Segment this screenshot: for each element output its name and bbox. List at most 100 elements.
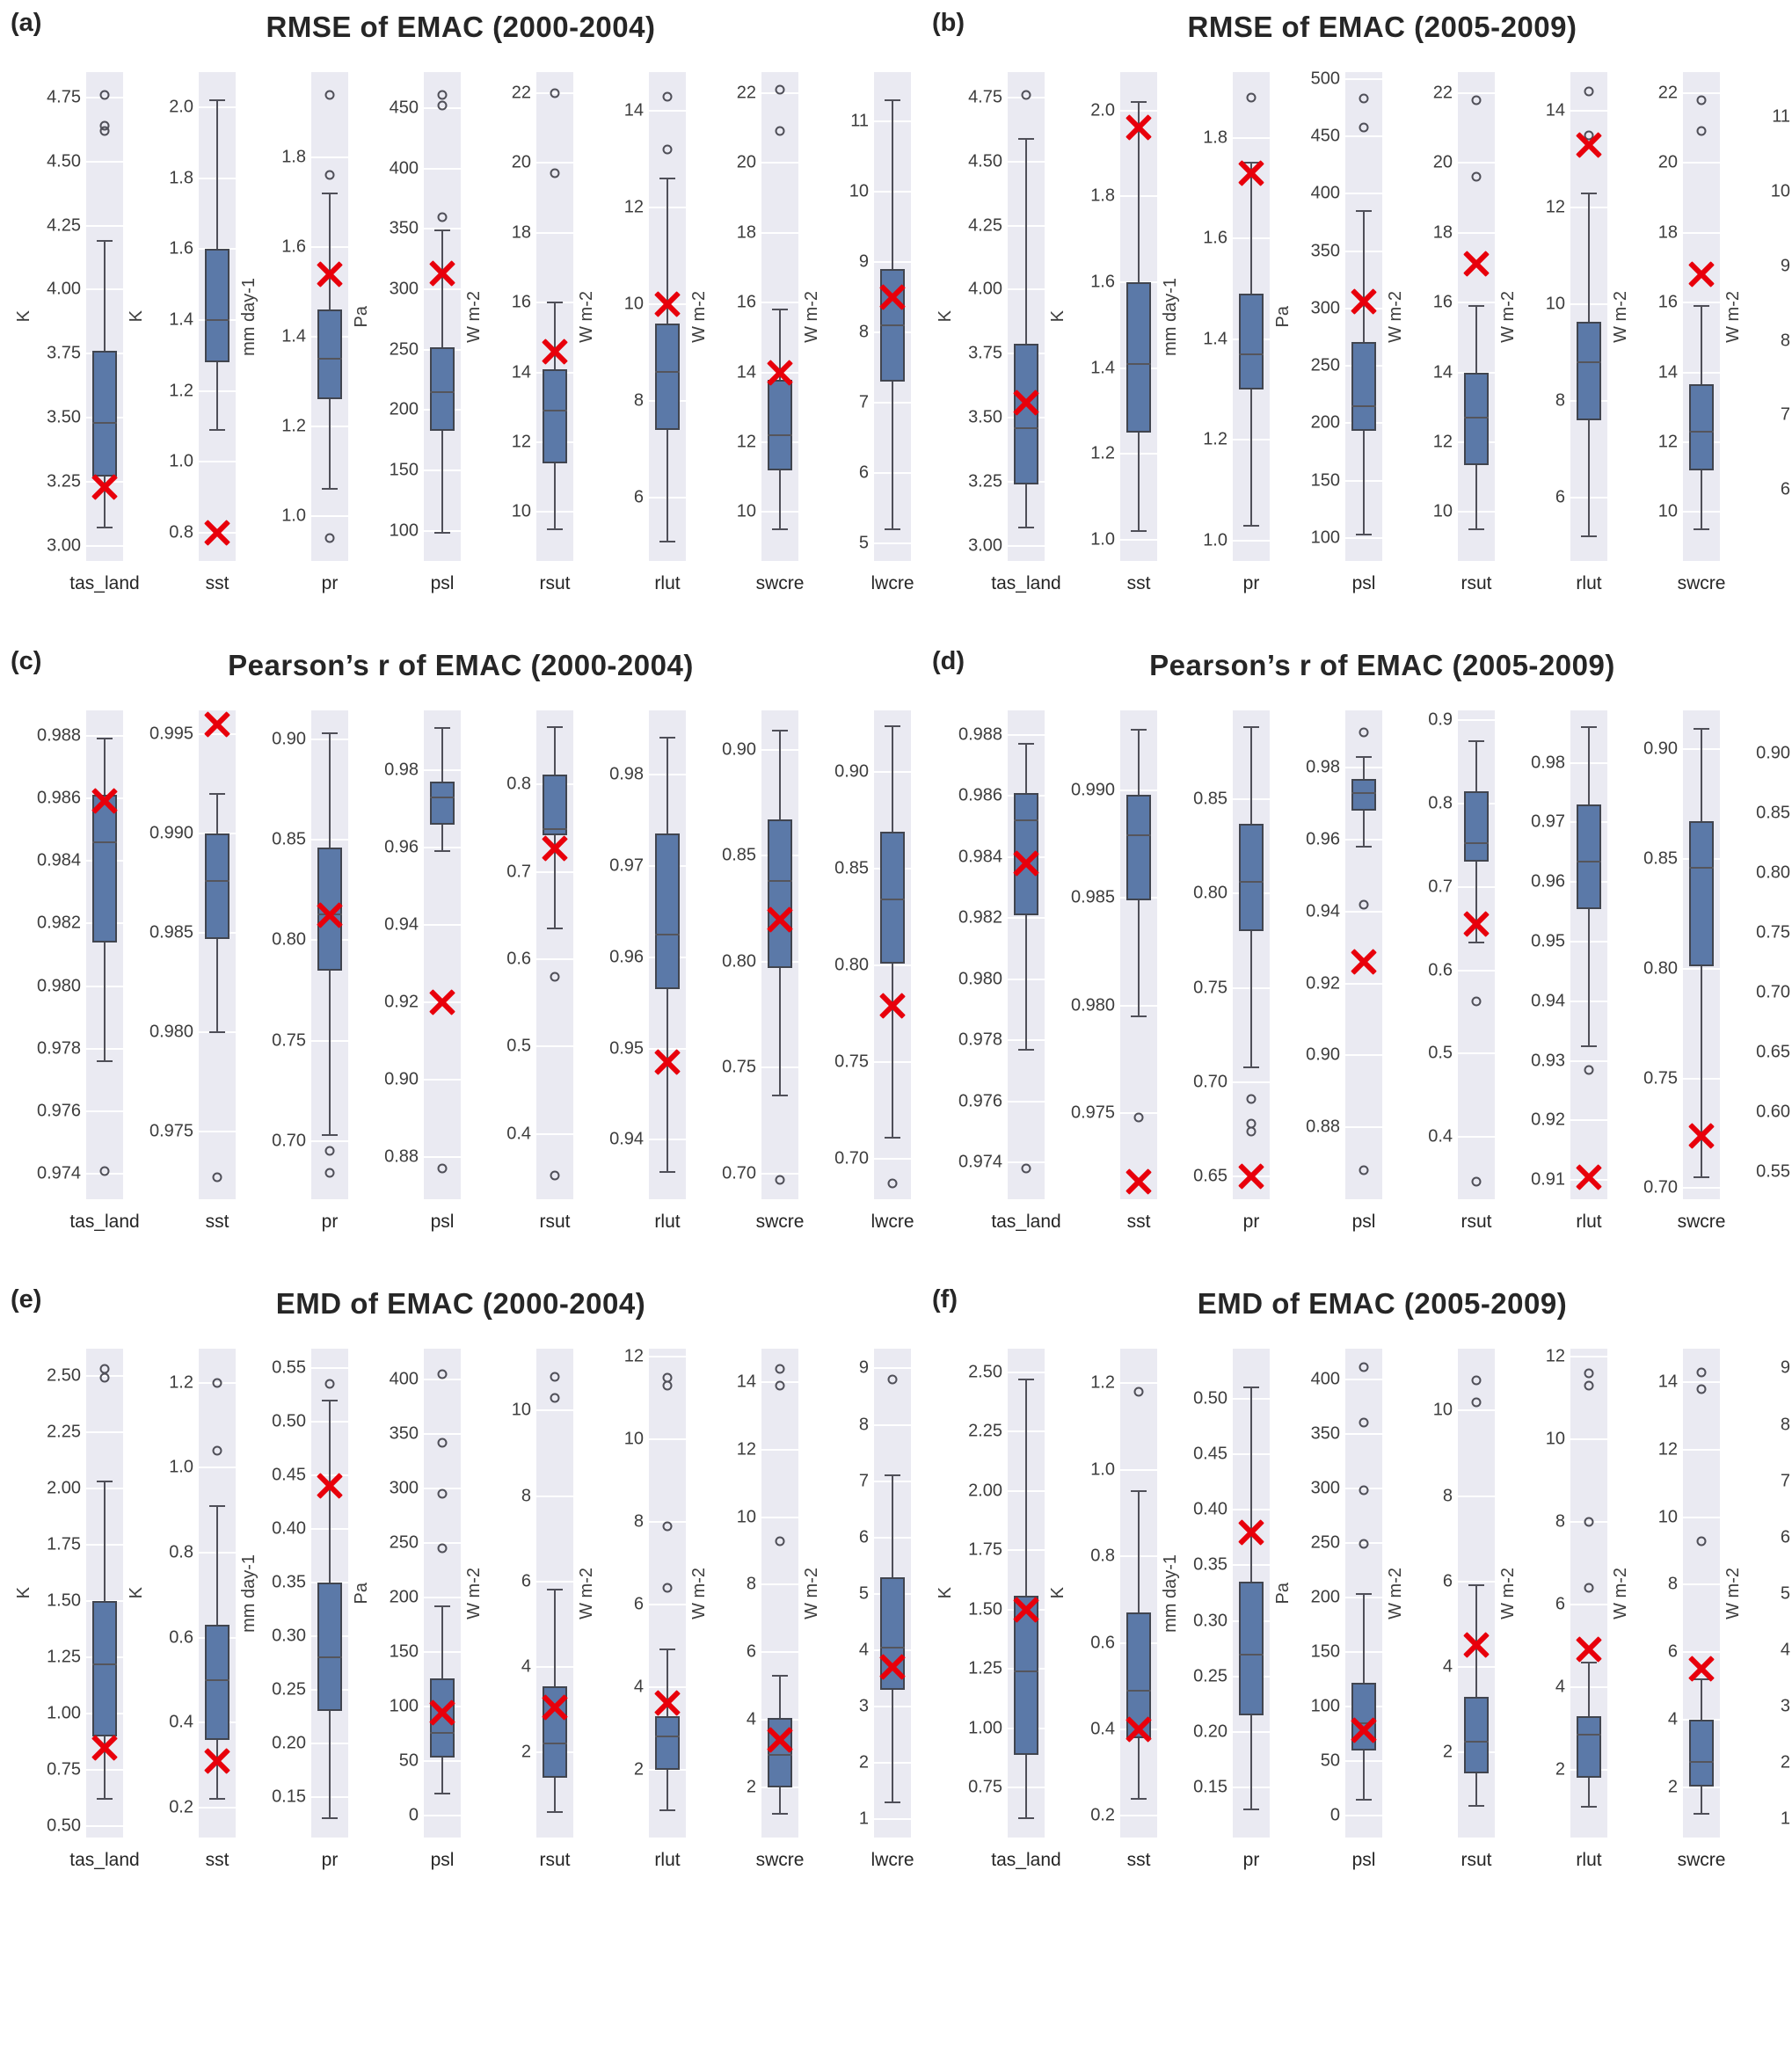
- y-axis-unit-text: K: [1047, 310, 1067, 323]
- y-axis-ticks: 0.75 1.00 1.25 1.50 1.75 2.00 2.25 2.50: [956, 1349, 1008, 1838]
- y-axis-tick-label: 10: [511, 501, 531, 521]
- y-axis-ticks: 0.15 0.20 0.25 0.30 0.35 0.40 0.45 0.50 0.55: [259, 1349, 311, 1838]
- y-axis-tick-label: 2: [633, 1759, 644, 1780]
- x-category-label: tas_land: [991, 573, 1061, 593]
- variable-group-swcre: 0.70 0.75 0.80 0.85 0.90 swcre: [1607, 710, 1725, 1232]
- gridline: [1458, 719, 1496, 722]
- y-axis-unit-label: Pa: [352, 1349, 372, 1838]
- emac-x-marker: [878, 992, 907, 1020]
- y-axis-tick-label: 0.982: [958, 907, 1003, 928]
- y-axis-tick-label: 8: [858, 1415, 869, 1435]
- whisker-cap-top: [1581, 192, 1597, 194]
- y-axis-tick-label: 2.25: [968, 1421, 1002, 1441]
- y-axis-tick-label: 0.98: [1531, 753, 1566, 773]
- y-axis-ticks: 0.975 0.980 0.985 0.990: [1068, 710, 1120, 1199]
- y-axis-tick-label: 0.6: [169, 1627, 193, 1648]
- boxplot-column: tas_land: [69, 72, 140, 593]
- y-axis-unit-text: mm day-1: [1160, 1554, 1180, 1633]
- boxplot-column: swcre: [1678, 1349, 1725, 1870]
- boxplot-strip: [536, 72, 573, 561]
- emac-x-marker: [1237, 159, 1265, 187]
- gridline: [1345, 1054, 1383, 1057]
- emac-x-marker: [1687, 1655, 1716, 1683]
- y-axis-tick-label: 300: [1310, 298, 1340, 318]
- y-axis-ticks: 10 12 14 16 18 20 22: [484, 72, 536, 561]
- outlier-point: [99, 1372, 110, 1383]
- whisker-cap-top: [434, 726, 451, 729]
- y-axis-tick-label: 0.96: [609, 947, 645, 967]
- y-axis-tick-label: 10: [1657, 501, 1678, 521]
- y-axis-tick-label: 0.984: [958, 847, 1003, 867]
- outlier-point: [1471, 95, 1482, 106]
- x-category-label: sst: [1126, 573, 1151, 593]
- y-axis-unit-label: [1723, 710, 1744, 1199]
- boxplot-grid-c: 0.974 0.976 0.978 0.980 0.982 0.984 0.986 0.988…: [9, 710, 914, 1232]
- outlier-point: [775, 84, 785, 95]
- boxplot-strip: [536, 710, 574, 1199]
- y-axis-tick-label: 50: [1320, 1750, 1340, 1771]
- y-axis-tick-label: 250: [389, 339, 419, 360]
- y-axis-tick-label: 4: [633, 1677, 644, 1697]
- y-axis-tick-label: 0.6: [506, 949, 532, 969]
- x-category-label: swcre: [1677, 1850, 1726, 1870]
- whisker-cap-top: [1131, 1490, 1147, 1493]
- median-line: [1014, 426, 1038, 429]
- y-axis-ticks: 10 12 14 16 18 20 22: [710, 72, 761, 561]
- y-axis-unit-text: W m-2: [1723, 1567, 1743, 1619]
- gridline: [86, 224, 123, 227]
- gridline: [1458, 1135, 1496, 1138]
- x-category-label: rlut: [654, 573, 681, 593]
- y-axis-tick-label: 0.92: [1531, 1110, 1566, 1130]
- y-axis-ticks: 0.88 0.90 0.92 0.94 0.96 0.98: [372, 710, 424, 1199]
- panel-title: Pearson’s r of EMAC (2000-2004): [228, 649, 694, 681]
- y-axis-tick-label: 0.85: [834, 858, 870, 878]
- y-axis-tick-label: 0.96: [1306, 829, 1341, 849]
- y-axis-tick-label: 0.85: [272, 829, 307, 849]
- boxplot-strip: [424, 72, 461, 561]
- y-axis-tick-label: 0.20: [272, 1733, 306, 1753]
- y-axis-tick-label: 10: [623, 1429, 644, 1449]
- y-axis-tick-label: 300: [389, 1478, 419, 1498]
- boxplot-strip: [1120, 710, 1158, 1199]
- outlier-point: [1021, 1163, 1031, 1174]
- y-axis-ticks: 1.0 1.2 1.4 1.6 1.8 2.0: [1068, 72, 1120, 561]
- gridline: [1008, 1161, 1045, 1164]
- gridline: [311, 156, 348, 158]
- y-axis-tick-label: 12: [623, 197, 644, 217]
- y-axis-tick-label: 0.60: [1756, 1102, 1791, 1122]
- y-axis-tick-label: 7: [858, 392, 869, 412]
- gridline: [1345, 1432, 1382, 1435]
- y-axis-tick-label: 0.990: [1070, 780, 1116, 800]
- variable-group-tas_land: K 3.00 3.25 3.50 3.75 4.00 4.25 4.50 4.75 tas_lan…: [932, 72, 1061, 593]
- y-axis-tick-label: 1.0: [1090, 1459, 1115, 1480]
- boxplot-strip: [1683, 72, 1720, 561]
- y-axis-tick-label: 0.7: [1428, 877, 1453, 897]
- boxplot-column: pr: [311, 1349, 348, 1870]
- iqr-box: [1351, 341, 1376, 432]
- whisker-cap-top: [1356, 209, 1372, 212]
- y-axis-ticks: 2 4 6 8 10: [484, 1349, 536, 1838]
- y-axis-tick-label: 0.986: [36, 788, 82, 808]
- gridline: [761, 1516, 798, 1518]
- gridline: [1683, 1381, 1720, 1384]
- x-category-label: tas_land: [69, 573, 140, 593]
- y-axis-tick-label: 0.85: [1193, 789, 1228, 809]
- whisker-cap-top: [434, 229, 450, 231]
- iqr-box: [205, 833, 230, 939]
- boxplot-column: sst: [199, 72, 236, 593]
- variable-group-psl: Pa 100 150 200 250 300 350 400 450 500 psl: [1270, 69, 1382, 593]
- boxplot-strip: [1233, 72, 1270, 561]
- gridline: [1345, 1378, 1382, 1380]
- boxplot-strip: [199, 1349, 236, 1838]
- y-axis-tick-label: 0.70: [834, 1148, 870, 1168]
- x-category-label: rsut: [539, 1850, 571, 1870]
- whisker-cap-top: [97, 738, 113, 740]
- median-line: [1689, 866, 1715, 869]
- y-axis-ticks: 3.00 3.25 3.50 3.75 4.00 4.25 4.50 4.75: [34, 72, 86, 561]
- y-axis-tick-label: 20: [1432, 152, 1453, 172]
- y-axis-tick-label: 1.0: [169, 1457, 193, 1477]
- gridline: [761, 162, 798, 164]
- iqr-box: [92, 351, 117, 477]
- y-axis-tick-label: 0.96: [1531, 871, 1566, 892]
- y-axis-tick-label: 0.25: [1193, 1666, 1227, 1686]
